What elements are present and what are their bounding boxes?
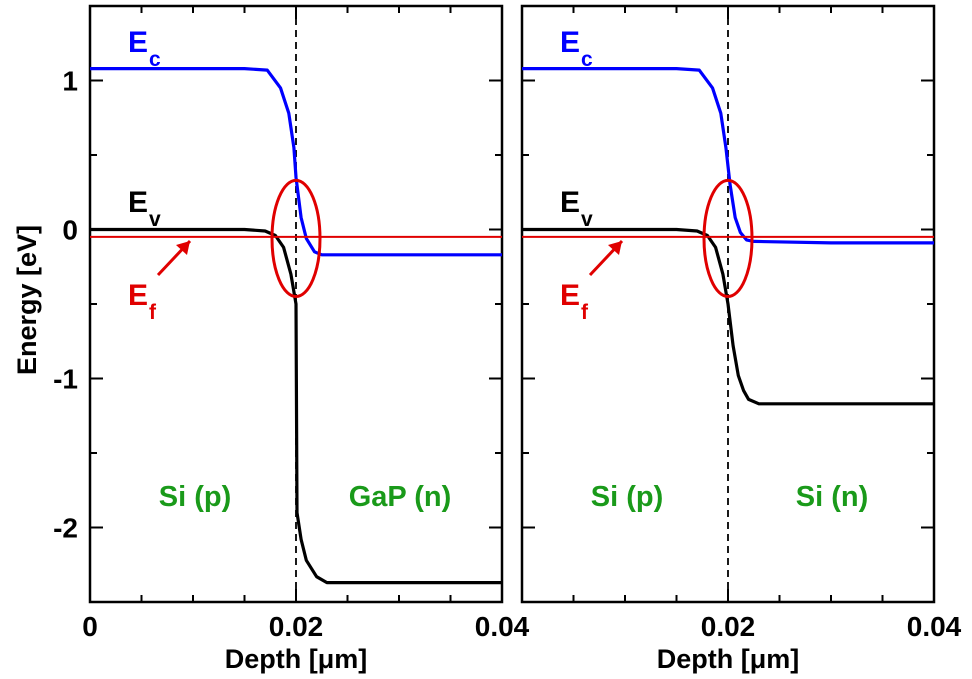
x-tick-label: 0.04 [475, 611, 530, 642]
label-ev-sub: v [149, 208, 161, 231]
y-tick-label: 1 [62, 66, 78, 97]
label-ec-main: E [560, 26, 580, 59]
label-ef: Ef [560, 279, 589, 324]
y-axis-label: Energy [eV] [12, 225, 42, 375]
label-ef-sub: f [149, 301, 157, 324]
series-line-ec [90, 67, 502, 257]
x-tick-label: 0.04 [907, 611, 962, 642]
label-ec: Ec [128, 26, 161, 71]
region-label-left: Si (p) [159, 481, 232, 513]
series-line-ec [522, 67, 934, 245]
label-ec-sub: c [149, 48, 161, 71]
label-ef: Ef [128, 279, 157, 324]
x-axis-label: Depth [μm] [657, 644, 800, 674]
series-line-ev [522, 227, 934, 406]
region-label-right: Si (n) [796, 481, 869, 513]
label-ev-main: E [560, 186, 580, 219]
x-tick-label: 0 [82, 611, 98, 642]
label-ef-sub: f [581, 301, 589, 324]
y-tick-label: -1 [53, 364, 78, 395]
series-line-ev [90, 227, 502, 585]
label-ev-sub: v [581, 208, 593, 231]
label-ev-main: E [128, 186, 148, 219]
region-label-right: GaP (n) [349, 481, 452, 513]
label-ev: Ev [128, 186, 161, 231]
label-ef-main: E [128, 279, 148, 312]
label-ec-main: E [128, 26, 148, 59]
x-tick-label: 0.02 [701, 611, 756, 642]
interface-highlight-ellipse [702, 178, 754, 299]
x-tick-label: 0.02 [269, 611, 324, 642]
label-ec-sub: c [581, 48, 593, 71]
y-tick-label: -2 [53, 513, 78, 544]
ef-arrowhead [176, 241, 190, 255]
label-ec: Ec [560, 26, 593, 71]
ef-arrowhead [608, 241, 622, 255]
y-tick-label: 0 [62, 215, 78, 246]
x-axis-label: Depth [μm] [225, 644, 368, 674]
region-label-left: Si (p) [591, 481, 664, 513]
label-ef-main: E [560, 279, 580, 312]
label-ev: Ev [560, 186, 593, 231]
interface-highlight-ellipse [270, 178, 322, 299]
